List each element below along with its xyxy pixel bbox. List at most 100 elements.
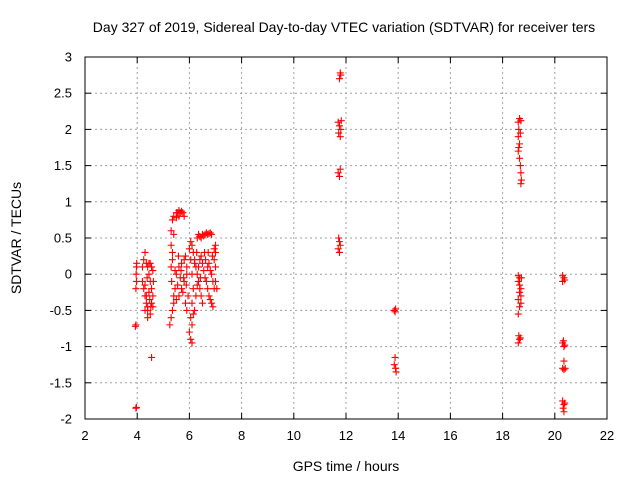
data-point bbox=[559, 337, 567, 345]
data-point bbox=[197, 252, 205, 260]
data-point bbox=[132, 270, 140, 278]
x-tick-label: 10 bbox=[287, 428, 301, 443]
data-point bbox=[188, 299, 196, 307]
data-point bbox=[212, 263, 219, 271]
data-point bbox=[140, 285, 148, 293]
data-point bbox=[336, 165, 344, 173]
grid-lines bbox=[85, 57, 607, 419]
data-point bbox=[335, 238, 343, 246]
y-tick-label: 1 bbox=[65, 194, 72, 209]
y-tick-label: 3 bbox=[65, 50, 72, 65]
data-point bbox=[561, 399, 569, 407]
data-point bbox=[149, 292, 157, 300]
data-point bbox=[198, 299, 206, 307]
data-point bbox=[210, 245, 218, 253]
data-point bbox=[335, 129, 343, 137]
data-point bbox=[195, 263, 203, 271]
data-point bbox=[517, 292, 525, 300]
data-point bbox=[141, 248, 149, 256]
data-point bbox=[204, 248, 212, 256]
y-tick-label: -1 bbox=[60, 339, 72, 354]
data-point bbox=[132, 277, 140, 285]
data-point bbox=[146, 296, 154, 304]
data-point bbox=[148, 353, 156, 361]
data-point bbox=[132, 285, 140, 293]
x-tick-label: 8 bbox=[238, 428, 245, 443]
data-point bbox=[149, 267, 157, 275]
data-point bbox=[336, 69, 344, 77]
x-tick-label: 4 bbox=[134, 428, 141, 443]
data-point bbox=[175, 292, 183, 300]
data-point bbox=[192, 292, 200, 300]
data-point bbox=[202, 277, 210, 285]
data-point bbox=[185, 328, 193, 336]
data-point bbox=[208, 270, 216, 278]
data-point bbox=[560, 366, 568, 374]
x-tick-label: 16 bbox=[443, 428, 457, 443]
data-point bbox=[193, 270, 201, 278]
data-point bbox=[140, 256, 148, 264]
y-tick-label: 1.5 bbox=[54, 158, 72, 173]
data-point bbox=[335, 122, 343, 130]
data-point bbox=[516, 303, 524, 311]
data-point bbox=[174, 281, 182, 289]
data-point bbox=[204, 285, 212, 293]
data-point bbox=[188, 321, 196, 329]
y-axis-title: SDTVAR / TECUs bbox=[8, 182, 24, 294]
data-point bbox=[516, 335, 524, 343]
data-point bbox=[172, 214, 180, 222]
data-point bbox=[177, 267, 185, 275]
data-point bbox=[178, 259, 186, 267]
data-point bbox=[514, 277, 522, 285]
y-tick-label: -0.5 bbox=[50, 303, 72, 318]
data-point bbox=[170, 230, 178, 238]
data-point bbox=[516, 129, 524, 137]
data-point bbox=[336, 133, 344, 141]
data-point bbox=[196, 274, 204, 282]
data-point bbox=[132, 403, 140, 411]
data-point bbox=[178, 207, 186, 215]
data-point bbox=[195, 277, 203, 285]
data-point bbox=[210, 256, 218, 264]
data-point bbox=[183, 306, 191, 314]
data-point bbox=[335, 172, 343, 180]
data-point bbox=[185, 245, 193, 253]
data-point bbox=[141, 306, 149, 314]
data-point bbox=[560, 401, 568, 409]
data-point bbox=[148, 263, 156, 271]
x-tick-labels: 2 4 6 8 10 12 14 16 18 20 22 bbox=[81, 428, 614, 443]
data-point bbox=[184, 292, 192, 300]
x-tick-label: 22 bbox=[600, 428, 614, 443]
data-point bbox=[209, 303, 217, 311]
data-point bbox=[208, 299, 216, 307]
data-point bbox=[168, 216, 176, 224]
data-point bbox=[334, 169, 342, 177]
data-point bbox=[168, 306, 176, 314]
data-point bbox=[193, 248, 201, 256]
data-point bbox=[204, 263, 212, 271]
data-point bbox=[191, 306, 199, 314]
data-point bbox=[515, 144, 523, 151]
data-point bbox=[198, 259, 206, 267]
data-points bbox=[131, 69, 569, 416]
data-point bbox=[146, 259, 154, 267]
data-point bbox=[172, 296, 180, 304]
data-point bbox=[189, 285, 197, 293]
data-point bbox=[206, 267, 214, 275]
data-point bbox=[146, 310, 154, 318]
data-point bbox=[142, 292, 150, 300]
data-point bbox=[390, 361, 398, 369]
data-point bbox=[179, 288, 187, 296]
data-point bbox=[561, 364, 569, 372]
data-point bbox=[561, 341, 569, 349]
y-tick-label: 2 bbox=[65, 122, 72, 137]
data-point bbox=[143, 274, 151, 282]
data-point bbox=[517, 274, 525, 282]
data-point bbox=[391, 353, 399, 361]
chart-title: Day 327 of 2019, Sidereal Day-to-day VTE… bbox=[93, 19, 595, 35]
data-point bbox=[171, 285, 179, 293]
data-point bbox=[145, 288, 153, 296]
data-point bbox=[514, 339, 522, 347]
data-point bbox=[335, 75, 343, 83]
data-point bbox=[189, 310, 197, 318]
